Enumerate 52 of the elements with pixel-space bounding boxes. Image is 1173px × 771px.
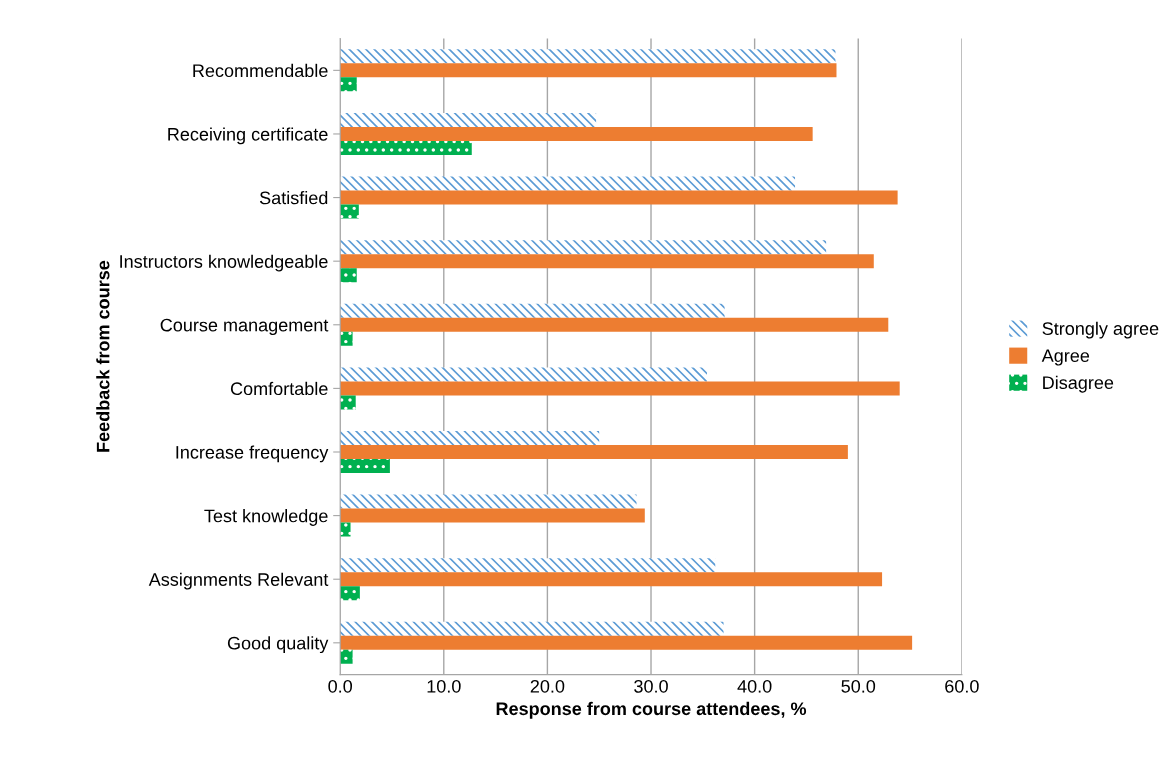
y-tick-label: Instructors knowledgeable [120, 254, 328, 272]
bar [340, 268, 357, 283]
bar [340, 494, 637, 509]
bar [340, 240, 827, 255]
x-tick-label: 30.0 [634, 679, 668, 693]
y-tick-label: Recommendable [193, 63, 328, 78]
bar [340, 572, 883, 587]
y-tick-label: Good quality [227, 636, 329, 654]
bar [340, 635, 913, 650]
bar [340, 381, 900, 396]
bar [340, 190, 898, 205]
x-axis-title: Response from course attendees, % [496, 701, 807, 719]
bar [340, 459, 390, 473]
y-tick-label: Test knowledge [204, 509, 328, 526]
y-tick-label: Course management [160, 318, 329, 336]
bar [340, 77, 357, 92]
y-tick-label: Assignments Relevant [148, 572, 329, 590]
x-tick-label: 50.0 [841, 679, 876, 693]
y-tick-label: Comfortable [230, 381, 328, 396]
bar [340, 126, 813, 141]
x-tick-label: 40.0 [737, 679, 772, 693]
x-tick-label: 20.0 [530, 679, 565, 693]
legend-label: Agree [1041, 349, 1090, 366]
bar [340, 49, 836, 64]
x-tick-label: 60.0 [945, 679, 979, 693]
bar [340, 63, 837, 78]
bar [340, 586, 360, 601]
bar [340, 112, 597, 127]
x-tick-label: 0.0 [328, 679, 353, 693]
legend-label: Disagree [1043, 375, 1114, 393]
x-tick-label: 10.0 [427, 679, 461, 693]
y-axis-title: Feedback from course [96, 260, 110, 452]
bar [340, 558, 716, 573]
y-tick-label: Satisfied [259, 191, 328, 205]
bar [340, 522, 351, 537]
bar [340, 254, 874, 269]
bar [340, 303, 725, 318]
bar [340, 176, 796, 191]
bar [340, 649, 353, 664]
bar [340, 445, 848, 459]
bar [340, 317, 889, 332]
y-tick-label: Increase frequency [176, 445, 329, 463]
bar [340, 140, 472, 155]
bar [340, 204, 359, 219]
y-tick-label: Receiving certificate [168, 127, 328, 145]
legend-label: Strongly agree [1042, 321, 1159, 339]
bar [340, 367, 707, 382]
bar [340, 508, 645, 523]
bar [340, 431, 600, 445]
bar [340, 331, 353, 346]
bar [340, 395, 356, 410]
bar [340, 621, 724, 636]
